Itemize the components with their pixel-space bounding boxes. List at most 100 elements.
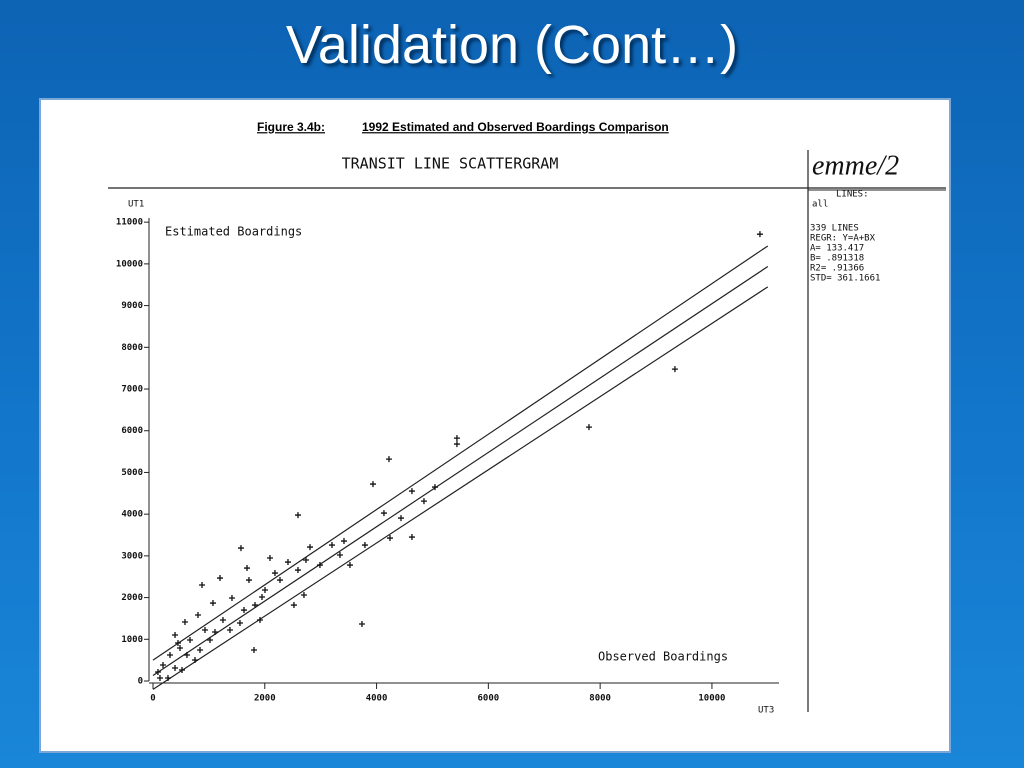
point bbox=[219, 617, 226, 624]
point bbox=[191, 657, 198, 664]
point bbox=[183, 652, 190, 659]
info-line: B= .891318 bbox=[810, 254, 864, 264]
point bbox=[176, 645, 183, 652]
y-axis-name: UT1 bbox=[128, 200, 144, 210]
point bbox=[756, 231, 763, 238]
point bbox=[181, 619, 188, 626]
point bbox=[187, 636, 194, 643]
point bbox=[217, 575, 224, 582]
point bbox=[408, 534, 415, 541]
point bbox=[160, 662, 167, 669]
info-line: R2= .91366 bbox=[810, 264, 864, 274]
point bbox=[156, 674, 163, 681]
y-tick-label: 11000 bbox=[116, 218, 143, 228]
y-tick-label: 0 bbox=[138, 677, 143, 687]
y-tick-label: 2000 bbox=[121, 593, 143, 603]
point bbox=[226, 627, 233, 634]
x-tick-label: 6000 bbox=[478, 694, 500, 704]
y-tick-label: 9000 bbox=[121, 301, 143, 311]
point bbox=[256, 617, 263, 624]
point bbox=[276, 577, 283, 584]
point bbox=[302, 557, 309, 564]
x-tick-label: 8000 bbox=[589, 694, 611, 704]
y-tick-label: 8000 bbox=[121, 343, 143, 353]
point bbox=[236, 620, 243, 627]
point bbox=[201, 627, 208, 634]
point bbox=[172, 632, 179, 639]
y-tick-label: 6000 bbox=[121, 426, 143, 436]
point bbox=[361, 542, 368, 549]
logo: emme/2 bbox=[812, 150, 899, 181]
point bbox=[386, 535, 393, 542]
point bbox=[262, 587, 269, 594]
caption: Figure 3.4b: bbox=[257, 120, 325, 134]
regression-line bbox=[152, 245, 769, 661]
point bbox=[237, 545, 244, 552]
point bbox=[194, 612, 201, 619]
point bbox=[252, 602, 259, 609]
point bbox=[385, 456, 392, 463]
point bbox=[164, 674, 171, 681]
point bbox=[431, 484, 438, 491]
x-axis-label: Observed Boardings bbox=[598, 650, 728, 664]
point bbox=[300, 592, 307, 599]
info-line: A= 133.417 bbox=[810, 244, 864, 254]
point bbox=[166, 652, 173, 659]
point bbox=[307, 544, 314, 551]
info-line: LINES: bbox=[836, 190, 869, 200]
point bbox=[397, 515, 404, 522]
point bbox=[346, 562, 353, 569]
point bbox=[244, 565, 251, 572]
point bbox=[290, 602, 297, 609]
slide-title: Validation (Cont…) bbox=[285, 15, 739, 75]
point bbox=[453, 435, 460, 442]
point bbox=[179, 666, 186, 673]
regression-line bbox=[152, 286, 769, 690]
y-tick-label: 10000 bbox=[116, 259, 143, 269]
point bbox=[294, 567, 301, 574]
x-tick-label: 10000 bbox=[698, 694, 725, 704]
point bbox=[207, 636, 214, 643]
point bbox=[240, 607, 247, 614]
point bbox=[340, 538, 347, 545]
point bbox=[245, 577, 252, 584]
y-tick-label: 5000 bbox=[121, 468, 143, 478]
y-tick-label: 7000 bbox=[121, 385, 143, 395]
x-tick-label: 4000 bbox=[366, 694, 388, 704]
x-tick-label: 2000 bbox=[254, 694, 276, 704]
point bbox=[316, 562, 323, 569]
info-line: STD= 361.1661 bbox=[810, 274, 880, 284]
point bbox=[266, 555, 273, 562]
point bbox=[172, 664, 179, 671]
point bbox=[284, 559, 291, 566]
y-tick-label: 1000 bbox=[121, 635, 143, 645]
y-tick-label: 4000 bbox=[121, 510, 143, 520]
point bbox=[380, 510, 387, 517]
point bbox=[211, 629, 218, 636]
point bbox=[420, 498, 427, 505]
point bbox=[328, 542, 335, 549]
point bbox=[671, 366, 678, 373]
point bbox=[369, 481, 376, 488]
x-axis-name: UT3 bbox=[758, 706, 774, 716]
point bbox=[408, 488, 415, 495]
point bbox=[294, 512, 301, 519]
y-axis-label: Estimated Boardings bbox=[165, 225, 302, 239]
info-line: REGR: Y=A+BX bbox=[810, 234, 876, 244]
scan-frame bbox=[39, 98, 951, 753]
y-tick-label: 3000 bbox=[121, 551, 143, 561]
point bbox=[258, 594, 265, 601]
info-line: all bbox=[812, 200, 828, 210]
point bbox=[358, 621, 365, 628]
point bbox=[271, 570, 278, 577]
point bbox=[154, 668, 161, 675]
point bbox=[228, 595, 235, 602]
point bbox=[250, 647, 257, 654]
point bbox=[209, 600, 216, 607]
caption-text: 1992 Estimated and Observed Boardings Co… bbox=[362, 120, 669, 134]
point bbox=[453, 441, 460, 448]
chart-title: TRANSIT LINE SCATTERGRAM bbox=[342, 155, 559, 173]
point bbox=[336, 552, 343, 559]
